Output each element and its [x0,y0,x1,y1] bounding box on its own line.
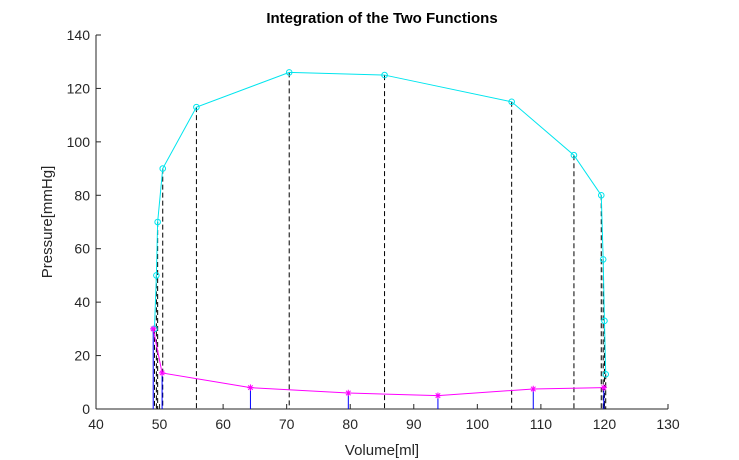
x-tick-label: 60 [215,416,231,432]
series-1-point [602,370,610,378]
series-1-point [193,103,200,111]
series-1-point [154,218,161,226]
x-tick-label: 90 [406,416,422,432]
y-tick-label: 20 [74,348,90,364]
x-tick-label: 100 [466,416,490,432]
x-tick-label: 40 [88,416,104,432]
series-1-line [153,71,607,375]
series-1-point [153,272,160,279]
series-2-point [434,392,442,399]
x-tick-label: 120 [593,416,617,432]
x-tick-label: 50 [152,416,168,432]
series-2-point [150,325,157,333]
series-2-point [247,384,254,391]
y-axis-label: Pressure[mmHg] [39,166,56,279]
y-tick-label: 40 [74,294,90,310]
chart-title: Integration of the Two Functions [266,10,497,27]
x-axis-label: Volume[ml] [345,442,419,459]
series-2-point [530,385,537,393]
y-tick-label: 60 [74,241,90,257]
y-tick-label: 120 [67,80,91,96]
series-2-point [158,369,166,377]
series-2-point [600,384,608,391]
series-1-point [285,69,293,76]
series-1-point [159,165,167,172]
x-tick-label: 70 [279,416,295,432]
series-2-point [345,389,352,397]
x-tick-label: 130 [656,416,680,432]
y-tick-label: 80 [74,187,90,203]
series-1-point [381,71,388,79]
series-1-point [508,98,515,106]
plot-area: 40 50 60 70 80 90 100 110 120 130 0 20 40 60 80 100 120 1… [67,27,680,432]
series-1-point [570,151,578,159]
series-1-point [601,317,608,325]
x-tick-label: 110 [530,416,553,432]
y-tick-label: 0 [82,401,90,417]
series-1-point [597,191,605,199]
y-tick-label: 140 [67,27,91,43]
series-1-point [599,256,607,263]
x-tick-label: 80 [342,416,358,432]
y-tick-label: 100 [67,134,91,150]
